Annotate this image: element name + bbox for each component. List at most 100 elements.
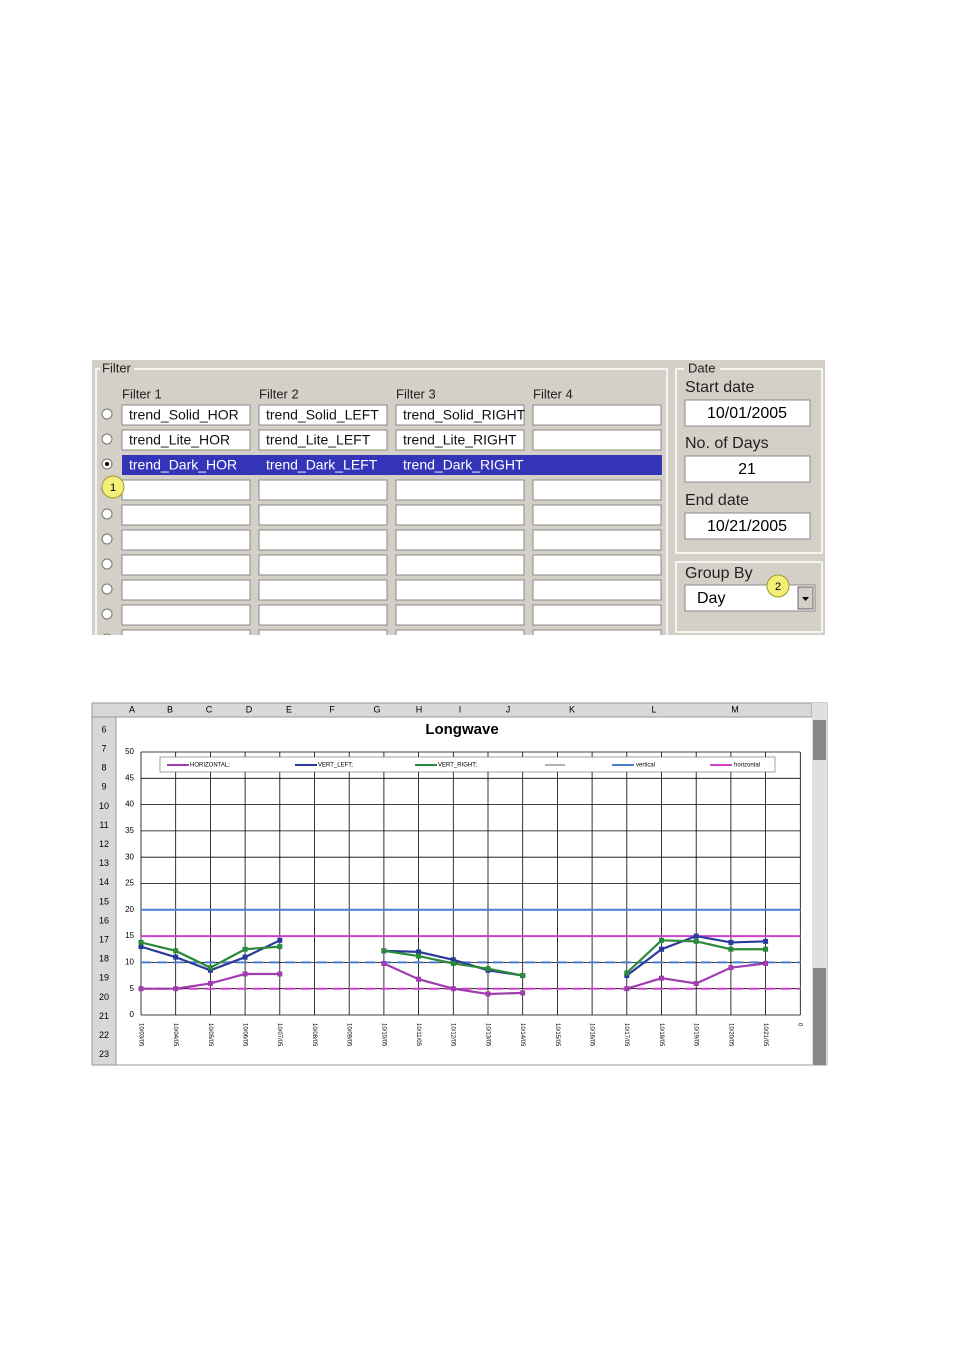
- cell[interactable]: [121, 604, 251, 626]
- cell[interactable]: [395, 479, 525, 501]
- marker: [728, 939, 734, 945]
- cell[interactable]: [121, 504, 251, 526]
- cell[interactable]: [258, 604, 388, 626]
- cell[interactable]: [258, 429, 388, 451]
- column-letter: A: [129, 704, 135, 714]
- cell[interactable]: [258, 504, 388, 526]
- scroll-thumb[interactable]: [813, 720, 826, 760]
- radio[interactable]: [101, 408, 113, 420]
- marker: [624, 970, 630, 976]
- marker: [693, 980, 699, 986]
- column-letter: J: [506, 704, 511, 714]
- callout: [766, 574, 790, 598]
- row-number: 22: [99, 1030, 109, 1040]
- y-tick-label: 10: [125, 958, 134, 967]
- input-text: 10/21/2005: [707, 518, 787, 535]
- column-letter: B: [167, 704, 173, 714]
- marker: [763, 960, 769, 966]
- column-header: Filter 1: [122, 386, 162, 401]
- input[interactable]: [684, 455, 811, 483]
- legend: [159, 756, 776, 773]
- column-letter: I: [459, 704, 462, 714]
- cell[interactable]: [258, 404, 388, 426]
- legend-label: VERT_RIGHT;: [438, 763, 477, 769]
- row-number: 13: [99, 858, 109, 868]
- cell[interactable]: [258, 579, 388, 601]
- marker: [277, 971, 283, 977]
- cell[interactable]: [395, 529, 525, 551]
- input[interactable]: [684, 512, 811, 540]
- radio[interactable]: [101, 433, 113, 445]
- cell[interactable]: [532, 579, 662, 601]
- input[interactable]: [684, 399, 811, 427]
- row-number: 9: [101, 782, 106, 792]
- cell[interactable]: [258, 554, 388, 576]
- cell-text: trend_Lite_RIGHT: [403, 432, 517, 448]
- legend-label: vertical: [636, 763, 655, 769]
- marker: [450, 986, 456, 992]
- column-letter: E: [286, 704, 292, 714]
- cell[interactable]: [395, 604, 525, 626]
- cell[interactable]: [395, 504, 525, 526]
- cell[interactable]: [258, 479, 388, 501]
- x-tick-label: 10/03/05: [137, 1023, 143, 1047]
- marker: [173, 954, 179, 960]
- scroll-thumb: [813, 968, 826, 1065]
- cell[interactable]: [532, 429, 662, 451]
- row-number: 6: [101, 724, 106, 734]
- x-tick-label: 10/05/05: [207, 1023, 213, 1047]
- cell[interactable]: [121, 479, 251, 501]
- cell[interactable]: [395, 579, 525, 601]
- panel-edge: [92, 635, 832, 665]
- radio[interactable]: [101, 533, 113, 545]
- marker: [485, 991, 491, 997]
- row-number: 8: [101, 763, 106, 773]
- cell[interactable]: [258, 529, 388, 551]
- cell[interactable]: [532, 404, 662, 426]
- cell[interactable]: [395, 404, 525, 426]
- label-bg: [100, 362, 134, 376]
- column-letter: M: [731, 704, 739, 714]
- x-tick-label: 10/04/05: [172, 1023, 178, 1047]
- cell[interactable]: [532, 529, 662, 551]
- cell[interactable]: [395, 554, 525, 576]
- column-letter: L: [651, 704, 656, 714]
- cell-text: trend_Solid_LEFT: [266, 407, 379, 423]
- cell[interactable]: [121, 404, 251, 426]
- cell[interactable]: [532, 554, 662, 576]
- cell[interactable]: [532, 504, 662, 526]
- cell[interactable]: [121, 554, 251, 576]
- x-tick-label: 10/13/05: [484, 1023, 490, 1047]
- dropdown-arrow: [802, 597, 809, 601]
- radio[interactable]: [101, 583, 113, 595]
- cell[interactable]: [532, 479, 662, 501]
- radio[interactable]: [101, 558, 113, 570]
- cell[interactable]: [121, 429, 251, 451]
- row-header-bar: [91, 716, 117, 1066]
- marker: [138, 939, 144, 945]
- x-tick-label: 10/07/05: [276, 1023, 282, 1047]
- marker: [381, 960, 387, 966]
- group-title: Date: [688, 360, 715, 375]
- marker: [693, 938, 699, 944]
- cell-text: trend_Solid_HOR: [129, 407, 239, 423]
- cell[interactable]: [121, 579, 251, 601]
- radio[interactable]: [101, 508, 113, 520]
- cell[interactable]: [532, 604, 662, 626]
- row-number: 23: [99, 1049, 109, 1059]
- x-tick-label: 10/09/05: [346, 1023, 352, 1047]
- group-box: [675, 561, 823, 633]
- combo[interactable]: [684, 584, 816, 612]
- selected-row: [122, 455, 662, 475]
- column-letter: D: [246, 704, 253, 714]
- group-box: [675, 368, 823, 554]
- marker: [277, 937, 283, 943]
- marker: [659, 946, 664, 952]
- row-number: 7: [101, 743, 106, 753]
- y-tick-label: 5: [130, 984, 135, 993]
- marker: [728, 946, 734, 952]
- cell[interactable]: [395, 429, 525, 451]
- cell[interactable]: [121, 529, 251, 551]
- radio[interactable]: [101, 608, 113, 620]
- field-label: End date: [685, 492, 749, 509]
